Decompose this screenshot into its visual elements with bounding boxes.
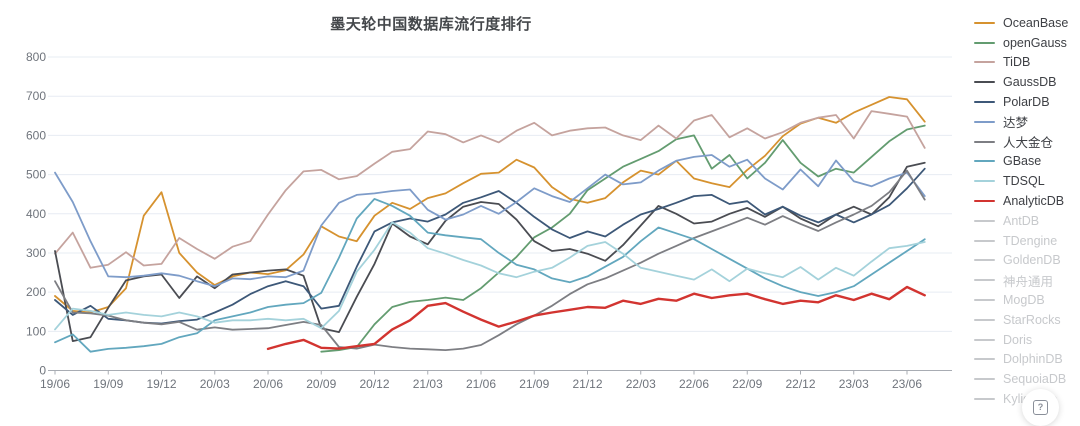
- legend-item-mogdb[interactable]: MogDB: [974, 290, 1068, 310]
- legend-swatch-dameng: [974, 120, 995, 123]
- legend-label-gbase: GBase: [1003, 154, 1042, 169]
- question-icon: ?: [1033, 400, 1048, 415]
- legend-label-mogdb: MogDB: [1003, 293, 1045, 308]
- x-axis-label: 21/09: [519, 377, 549, 391]
- legend-swatch-mogdb: [974, 299, 995, 302]
- legend-label-tdsql: TDSQL: [1003, 174, 1045, 189]
- legend-swatch-tdengine: [974, 239, 995, 242]
- legend-swatch-goldendb: [974, 259, 995, 262]
- chart-plot-canvas: 0 100 200 300 400 500 600 700 800 19/06 19/09 19/12…: [26, 50, 952, 391]
- legend-swatch-gaussdb: [974, 81, 995, 84]
- legend-label-kingbase: 人大金仓: [1003, 136, 1054, 151]
- y-axis-label: 600: [26, 128, 46, 142]
- legend-swatch-opengauss: [974, 41, 995, 44]
- legend-label-oceanbase: OceanBase: [1003, 15, 1069, 30]
- x-axis-label: 22/12: [785, 377, 815, 391]
- x-axis-label: 23/03: [839, 377, 869, 391]
- legend-item-dameng[interactable]: 达梦: [974, 112, 1068, 132]
- x-axis-label: 19/06: [40, 377, 70, 391]
- legend-swatch-oceanbase: [974, 21, 995, 24]
- x-axis-label: 22/09: [732, 377, 762, 391]
- legend-item-gbase[interactable]: GBase: [974, 152, 1068, 172]
- x-axis-label: 23/06: [892, 377, 922, 391]
- legend-swatch-dolphindb: [974, 358, 995, 361]
- legend-swatch-kingbase: [974, 140, 995, 143]
- series-line-gbase[interactable]: [54, 197, 926, 353]
- series-line-polardb[interactable]: [54, 167, 926, 325]
- series-line-tidb[interactable]: [54, 110, 926, 269]
- legend-item-tdengine[interactable]: TDengine: [974, 231, 1068, 251]
- legend-item-analyticdb[interactable]: AnalyticDB: [974, 191, 1068, 211]
- legend-label-tdengine: TDengine: [1003, 233, 1058, 248]
- legend-label-gaussdb: GaussDB: [1003, 75, 1057, 90]
- y-axis-label: 100: [26, 324, 46, 338]
- legend-item-tidb[interactable]: TiDB: [974, 53, 1068, 73]
- y-axis-label: 400: [26, 207, 46, 221]
- y-axis-label: 0: [39, 364, 46, 378]
- legend-swatch-tdsql: [974, 180, 995, 183]
- legend-label-shenzhou-general: 神舟通用: [1003, 274, 1054, 289]
- legend-label-sequoiadb: SequoiaDB: [1003, 372, 1067, 387]
- legend-item-tdsql[interactable]: TDSQL: [974, 171, 1068, 191]
- legend-swatch-doris: [974, 338, 995, 341]
- y-axis-label: 300: [26, 246, 46, 260]
- legend-item-polardb[interactable]: PolarDB: [974, 92, 1068, 112]
- legend-label-starrocks: StarRocks: [1003, 312, 1061, 327]
- legend-item-shenzhou-general[interactable]: 神舟通用: [974, 270, 1068, 290]
- legend-label-analyticdb: AnalyticDB: [1003, 194, 1065, 209]
- series-line-analyticdb[interactable]: [266, 285, 926, 351]
- legend-swatch-sequoiadb: [974, 378, 995, 381]
- x-axis-label: 21/03: [413, 377, 443, 391]
- legend-label-polardb: PolarDB: [1003, 95, 1050, 110]
- legend-label-doris: Doris: [1003, 332, 1033, 347]
- series-line-dameng[interactable]: [54, 154, 926, 288]
- series-line-tdsql[interactable]: [54, 221, 926, 331]
- y-axis-label: 700: [26, 89, 46, 103]
- legend-item-doris[interactable]: Doris: [974, 330, 1068, 350]
- x-axis-label: 20/12: [359, 377, 389, 391]
- legend-swatch-shenzhou-general: [974, 279, 995, 282]
- legend-swatch-antdb: [974, 219, 995, 222]
- legend-item-gaussdb[interactable]: GaussDB: [974, 72, 1068, 92]
- legend-item-starrocks[interactable]: StarRocks: [974, 310, 1068, 330]
- legend-label-antdb: AntDB: [1003, 213, 1040, 228]
- x-axis-label: 20/03: [200, 377, 230, 391]
- x-axis-label: 19/09: [93, 377, 123, 391]
- x-axis-label: 20/09: [306, 377, 336, 391]
- legend-item-oceanbase[interactable]: OceanBase: [974, 13, 1068, 33]
- legend-swatch-tidb: [974, 61, 995, 64]
- series-line-kingbase[interactable]: [54, 169, 926, 352]
- x-axis-label: 22/03: [626, 377, 656, 391]
- legend-item-kingbase[interactable]: 人大金仓: [974, 132, 1068, 152]
- x-axis-label: 21/12: [572, 377, 602, 391]
- legend-label-goldendb: GoldenDB: [1003, 253, 1061, 268]
- legend-item-dolphindb[interactable]: DolphinDB: [974, 350, 1068, 370]
- y-axis-label: 800: [26, 50, 46, 64]
- legend-swatch-analyticdb: [974, 200, 995, 203]
- chart-legend: OceanBase openGauss TiDB GaussDB PolarDB 达梦人大…: [974, 13, 1068, 409]
- legend-label-dameng: 达梦: [1003, 116, 1029, 131]
- y-axis-label: 500: [26, 168, 46, 182]
- help-float-button[interactable]: ?: [1022, 389, 1059, 426]
- x-axis-label: 19/12: [146, 377, 176, 391]
- legend-label-dolphindb: DolphinDB: [1003, 352, 1063, 367]
- legend-swatch-kyligence: [974, 398, 995, 401]
- legend-swatch-gbase: [974, 160, 995, 163]
- x-axis-label: 21/06: [466, 377, 496, 391]
- y-axis-label: 200: [26, 285, 46, 299]
- legend-item-antdb[interactable]: AntDB: [974, 211, 1068, 231]
- legend-label-tidb: TiDB: [1003, 55, 1031, 70]
- x-axis-label: 20/06: [253, 377, 283, 391]
- legend-label-opengauss: openGauss: [1003, 35, 1067, 50]
- chart-title: 墨天轮中国数据库流行度排行: [330, 16, 532, 33]
- x-axis-label: 22/06: [679, 377, 709, 391]
- series-line-oceanbase[interactable]: [54, 96, 926, 314]
- legend-item-sequoiadb[interactable]: SequoiaDB: [974, 369, 1068, 389]
- legend-item-opengauss[interactable]: openGauss: [974, 33, 1068, 53]
- legend-swatch-polardb: [974, 101, 995, 104]
- series-line-opengauss[interactable]: [320, 124, 926, 353]
- legend-item-goldendb[interactable]: GoldenDB: [974, 251, 1068, 271]
- legend-swatch-starrocks: [974, 318, 995, 321]
